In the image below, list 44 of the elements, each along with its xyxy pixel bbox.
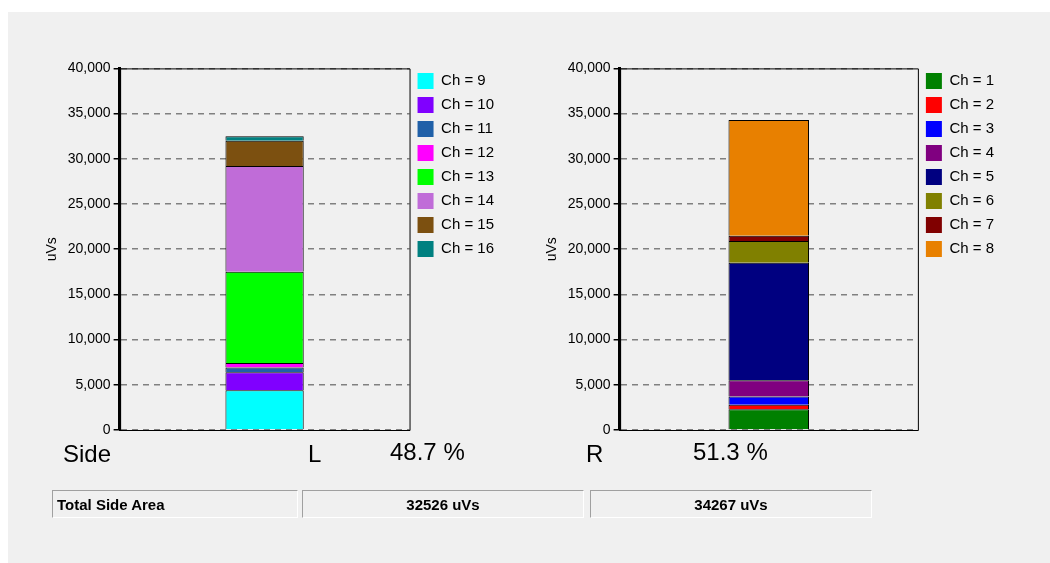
text: 34267 uVs (590, 490, 872, 518)
text: 51.3 % (693, 438, 768, 466)
legend-label: Ch = 13 (441, 167, 495, 185)
legend-label: Ch = 7 (949, 215, 995, 233)
legend-label: Ch = 3 (949, 119, 995, 137)
y-tick-label: 0 (102, 420, 111, 437)
y-tick-label: 40,000 (67, 59, 111, 76)
legend-label: Ch = 6 (949, 191, 995, 209)
y-tick-label: 40,000 (567, 59, 611, 76)
y-tick-label: 5,000 (575, 375, 611, 392)
y-tick-label: 10,000 (67, 330, 111, 347)
y-tick-label: 30,000 (67, 149, 111, 166)
legend-label: Ch = 9 (441, 71, 486, 89)
y-tick-label: 35,000 (567, 104, 611, 121)
text: R (586, 440, 604, 468)
y-tick-label: 30,000 (567, 149, 611, 166)
text: 32526 uVs (302, 490, 584, 518)
legend-label: Ch = 4 (949, 143, 995, 161)
legend-label: Ch = 2 (949, 95, 995, 113)
legend-label: Ch = 8 (949, 239, 995, 257)
text: L (308, 440, 322, 468)
y-tick-label: 20,000 (567, 240, 611, 257)
text: Total Side Area (52, 490, 298, 518)
legend-label: Ch = 12 (441, 143, 495, 161)
legend-label: Ch = 5 (949, 167, 995, 185)
y-tick-label: 15,000 (567, 285, 611, 302)
text: Side (63, 440, 112, 468)
y-tick-label: 0 (602, 420, 611, 437)
legend-label: Ch = 11 (441, 119, 493, 137)
y-axis-title: uVs (543, 237, 560, 262)
legend-label: Ch = 15 (441, 215, 495, 233)
y-tick-label: 5,000 (75, 375, 111, 392)
y-tick-label: 20,000 (67, 240, 111, 257)
y-tick-label: 25,000 (567, 194, 611, 211)
y-tick-label: 25,000 (67, 194, 111, 211)
legend-label: Ch = 10 (441, 95, 495, 113)
y-tick-label: 10,000 (567, 330, 611, 347)
legend-label: Ch = 14 (441, 191, 495, 209)
y-tick-label: 15,000 (67, 285, 111, 302)
y-tick-label: 35,000 (67, 104, 111, 121)
legend-label: Ch = 1 (949, 71, 995, 89)
text: 48.7 % (390, 438, 465, 466)
legend-label: Ch = 16 (441, 239, 495, 257)
y-axis-title: uVs (43, 237, 60, 262)
